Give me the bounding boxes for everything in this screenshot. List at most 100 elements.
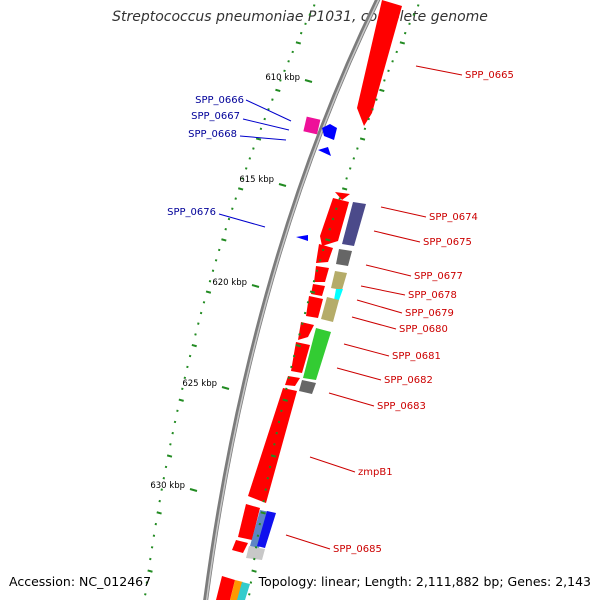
- tick-mark: [169, 443, 172, 446]
- label-spp-0666[interactable]: SPP_0666: [195, 95, 244, 106]
- tick-mark: [290, 365, 293, 369]
- gene-bottom-1[interactable]: [216, 576, 235, 600]
- feature-cyan-2: [237, 582, 250, 600]
- tick-mark: [395, 50, 398, 54]
- gene-spp-0685-b[interactable]: [232, 540, 248, 553]
- tick-mark: [234, 197, 237, 200]
- tick-mark: [260, 511, 266, 515]
- tick-mark: [318, 259, 322, 262]
- tick-mark: [341, 187, 348, 191]
- label-spp-0683[interactable]: SPP_0683: [377, 401, 426, 412]
- label-spp-0678[interactable]: SPP_0678: [408, 290, 457, 301]
- gene-spp-0685[interactable]: [238, 504, 260, 540]
- gene-spp-0667[interactable]: [322, 124, 337, 140]
- gene-spp-0683[interactable]: [285, 376, 300, 386]
- tick-mark: [158, 499, 161, 503]
- gene-spp-0682[interactable]: [291, 342, 310, 373]
- tick-mark: [221, 238, 227, 242]
- tick-mark: [162, 477, 166, 480]
- gene-spp-0674-head[interactable]: [335, 192, 350, 200]
- gene-spp-0666[interactable]: [303, 116, 321, 135]
- tick-mark: [309, 290, 316, 294]
- feature-blue: [257, 511, 276, 548]
- tick-mark: [325, 238, 331, 242]
- label-spp-0682[interactable]: SPP_0682: [384, 375, 433, 386]
- tick-mark: [224, 228, 227, 231]
- tick-mark: [248, 593, 251, 596]
- features: [230, 202, 366, 600]
- tick-mark: [251, 569, 257, 573]
- tick-mark: [255, 137, 262, 141]
- tick-mark: [154, 522, 158, 526]
- tick-mark: [258, 522, 262, 526]
- tick-mark: [249, 581, 253, 584]
- tick-mark: [345, 177, 348, 180]
- tick-mark: [371, 108, 374, 111]
- tick-mark: [176, 409, 179, 413]
- feature-spp-0675: [342, 202, 366, 246]
- tick-mark: [352, 157, 356, 160]
- tick-mark: [211, 269, 215, 272]
- label-spp-0674[interactable]: SPP_0674: [429, 212, 478, 223]
- tick-mark: [152, 534, 156, 537]
- tick-mark: [270, 454, 277, 458]
- tick-mark: [338, 197, 341, 200]
- forward-genes: [216, 0, 402, 600]
- scale-mark-615: [278, 183, 287, 187]
- label-spp-0668[interactable]: SPP_0668: [188, 129, 237, 140]
- label-spp-0667[interactable]: SPP_0667: [191, 111, 240, 122]
- label-spp-0675[interactable]: SPP_0675: [423, 237, 472, 248]
- feature-cyan: [334, 289, 343, 300]
- tick-mark: [335, 207, 338, 210]
- label-spp-0679[interactable]: SPP_0679: [405, 308, 454, 319]
- tick-mark: [145, 581, 149, 584]
- gene-spp-0680[interactable]: [306, 296, 323, 318]
- tick-mark: [194, 333, 197, 336]
- label-spp-0676[interactable]: SPP_0676: [167, 207, 216, 218]
- gene-spp-0674[interactable]: [320, 198, 349, 246]
- scale-label-630: 630 kbp: [150, 481, 185, 491]
- tick-mark: [408, 22, 411, 26]
- tick-mark: [164, 465, 168, 469]
- gene-spp-0678[interactable]: [314, 266, 329, 282]
- tick-mark: [383, 79, 386, 82]
- gene-spp-0676[interactable]: [296, 235, 308, 241]
- forward-labels: [285, 65, 463, 550]
- label-spp-0665[interactable]: SPP_0665: [465, 70, 514, 81]
- gene-zmpb1[interactable]: [248, 388, 297, 503]
- gene-spp-0681[interactable]: [298, 322, 314, 340]
- tick-mark: [291, 50, 294, 54]
- tick-mark: [199, 311, 203, 315]
- tick-mark: [252, 147, 255, 150]
- tick-mark: [312, 4, 316, 7]
- gene-spp-0668[interactable]: [318, 147, 331, 156]
- tick-mark: [328, 228, 331, 231]
- scale: 610 kbp 615 kbp 620 kbp 625 kbp 630 kbp: [150, 73, 313, 492]
- scale-mark-625: [221, 386, 230, 390]
- tick-mark: [160, 488, 163, 491]
- label-spp-0681[interactable]: SPP_0681: [392, 351, 441, 362]
- tick-mark: [403, 31, 407, 35]
- tick-mark: [312, 280, 316, 283]
- gene-spp-0677[interactable]: [316, 244, 333, 263]
- gene-spp-0679[interactable]: [311, 284, 325, 296]
- tick-mark: [412, 13, 416, 16]
- tick-mark: [282, 398, 288, 402]
- feature-grey-1: [336, 249, 352, 266]
- tick-mark: [208, 280, 212, 283]
- label-zmpb1[interactable]: zmpB1: [358, 467, 393, 478]
- scale-label-615: 615 kbp: [239, 175, 274, 185]
- tick-mark: [359, 137, 366, 141]
- tick-mark: [166, 454, 173, 458]
- gene-spp-0665[interactable]: [357, 0, 402, 126]
- tick-mark: [301, 322, 304, 325]
- label-spp-0677[interactable]: SPP_0677: [414, 271, 463, 282]
- tick-mark: [280, 409, 283, 413]
- label-spp-0680[interactable]: SPP_0680: [399, 324, 448, 335]
- scale-mark-610: [304, 79, 313, 83]
- tick-mark: [156, 511, 162, 515]
- tick-mark: [283, 69, 286, 73]
- label-spp-0685[interactable]: SPP_0685: [333, 544, 382, 555]
- tick-mark: [178, 398, 184, 402]
